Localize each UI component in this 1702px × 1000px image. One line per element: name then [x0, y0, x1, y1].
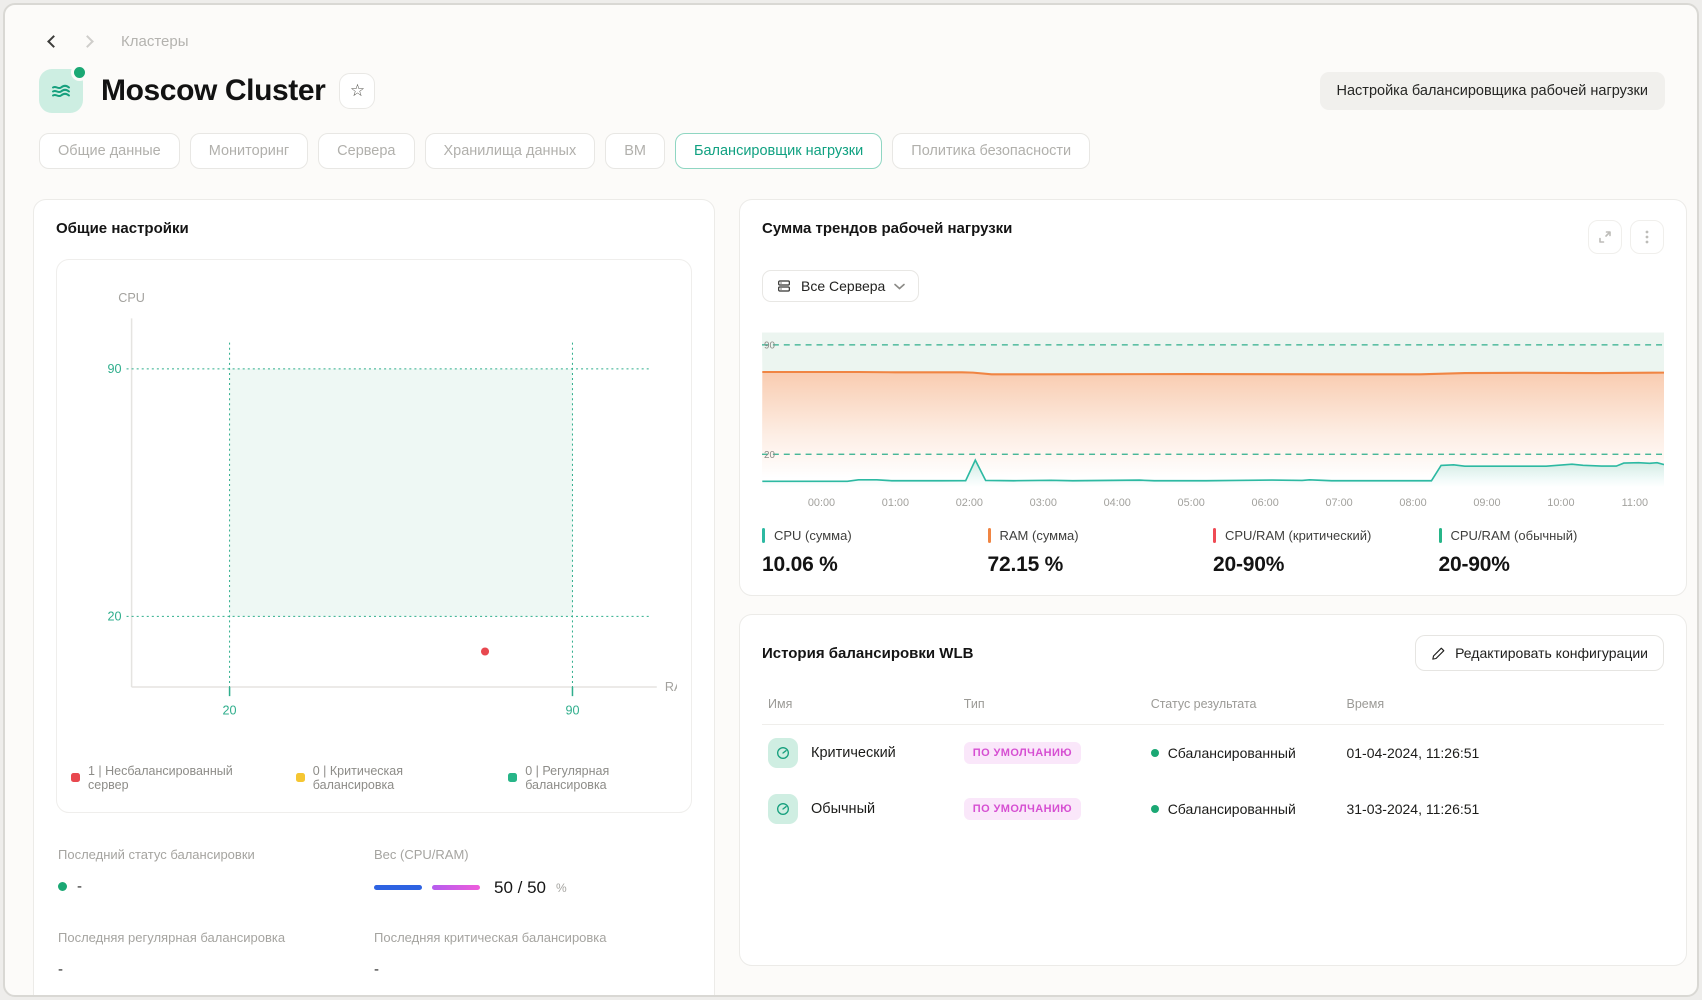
balance-scatter-chart: CPU RAM 20 90 20 90: [71, 278, 677, 749]
server-filter-value: Все Сервера: [801, 278, 885, 294]
tab-servers[interactable]: Сервера: [318, 133, 414, 169]
kebab-menu-icon: [1640, 229, 1654, 245]
legend-critical: 0 | Критическая балансировка: [296, 764, 470, 792]
tab-monitoring[interactable]: Мониторинг: [190, 133, 308, 169]
scatter-legend: 1 | Несбалансированный сервер 0 | Критич…: [71, 764, 677, 792]
balance-scatter-card: CPU RAM 20 90 20 90 1 | Несбалансированный …: [56, 259, 692, 813]
trend-stats: CPU (сумма) 10.06 % RAM (сумма) 72.15 % …: [762, 528, 1664, 577]
svg-text:90: 90: [107, 362, 121, 376]
general-settings-panel: Общие настройки CPU RAM 20 90 20 90 1 | Нес…: [33, 199, 715, 997]
ram-stat-swatch: [988, 528, 991, 543]
type-badge: ПО УМОЛЧАНИЮ: [964, 742, 1081, 764]
green-status-dot: [58, 882, 67, 891]
back-arrow-icon[interactable]: [43, 31, 63, 51]
forward-arrow-icon[interactable]: [77, 31, 97, 51]
svg-text:20: 20: [764, 450, 775, 461]
wlb-history-panel: История балансировки WLB Редактировать к…: [739, 614, 1687, 966]
field-last-regular-balance: Последняя регулярная балансировка -: [58, 930, 374, 978]
svg-text:05:00: 05:00: [1178, 497, 1205, 509]
field-weight: Вес (CPU/RAM) 50 / 50 %: [374, 847, 690, 898]
svg-text:10:00: 10:00: [1547, 497, 1574, 509]
page-title: Moscow Cluster: [101, 74, 325, 108]
history-title: История балансировки WLB: [762, 645, 973, 662]
app-window: Кластеры Moscow Cluster ☆ Настройка бала…: [3, 3, 1699, 997]
tab-load-balancer[interactable]: Балансировщик нагрузки: [675, 133, 882, 169]
gauge-icon: [768, 794, 798, 824]
tab-security-policy[interactable]: Политика безопасности: [892, 133, 1090, 169]
svg-text:20: 20: [223, 703, 237, 717]
svg-text:11:00: 11:00: [1622, 497, 1648, 509]
legend-green-swatch: [508, 773, 517, 782]
svg-text:06:00: 06:00: [1252, 497, 1279, 509]
favorite-button[interactable]: ☆: [339, 73, 375, 109]
pencil-icon: [1431, 646, 1446, 661]
stat-ram-sum: RAM (сумма) 72.15 %: [988, 528, 1214, 577]
tab-vm[interactable]: ВМ: [605, 133, 665, 169]
breadcrumb-clusters[interactable]: Кластеры: [121, 33, 189, 50]
workload-trends-chart: 20 90 00:00 01:00 02:00 03:00 04:00 05:00 06:00 0…: [762, 316, 1664, 512]
ram-weight-bar: [432, 885, 480, 890]
balanced-dot: [1151, 749, 1159, 757]
scatter-ylabel: CPU: [118, 291, 145, 305]
table-row[interactable]: Критический ПО УМОЛЧАНИЮ Сбалансированны…: [762, 725, 1664, 781]
more-options-button[interactable]: [1630, 220, 1664, 254]
svg-text:07:00: 07:00: [1325, 497, 1352, 509]
legend-regular: 0 | Регулярная балансировка: [508, 764, 677, 792]
expand-button[interactable]: [1588, 220, 1622, 254]
cluster-icon: [39, 69, 83, 113]
tab-general-data[interactable]: Общие данные: [39, 133, 180, 169]
svg-text:00:00: 00:00: [808, 497, 835, 509]
chevron-down-icon: [894, 283, 905, 290]
svg-text:03:00: 03:00: [1030, 497, 1057, 509]
layers-icon: [49, 79, 73, 103]
history-table: Имя Тип Статус результата Время: [762, 697, 1664, 837]
svg-text:09:00: 09:00: [1473, 497, 1500, 509]
upper-band-area: [762, 333, 1664, 375]
normal-stat-swatch: [1439, 528, 1442, 543]
balanced-dot: [1151, 805, 1159, 813]
field-last-balance-status: Последний статус балансировки -: [58, 847, 374, 898]
legend-unbalanced: 1 | Несбалансированный сервер: [71, 764, 258, 792]
field-last-critical-balance: Последняя критическая балансировка -: [374, 930, 690, 978]
tab-storage[interactable]: Хранилища данных: [425, 133, 596, 169]
stat-normal-range: CPU/RAM (обычный) 20-90%: [1439, 528, 1665, 577]
server-filter-dropdown[interactable]: Все Сервера: [762, 270, 919, 302]
expand-icon: [1597, 229, 1613, 245]
server-icon: [776, 278, 792, 294]
table-row[interactable]: Обычный ПО УМОЛЧАНИЮ Сбалансированный 31…: [762, 781, 1664, 837]
balancer-settings-button[interactable]: Настройка балансировщика рабочей нагрузк…: [1320, 72, 1665, 110]
breadcrumb: Кластеры: [5, 5, 1697, 51]
star-icon: ☆: [350, 81, 365, 101]
svg-text:08:00: 08:00: [1399, 497, 1426, 509]
status-badge: [71, 64, 88, 81]
scatter-xlabel: RAM: [665, 680, 677, 694]
svg-text:04:00: 04:00: [1104, 497, 1131, 509]
gauge-icon: [768, 738, 798, 768]
table-header: Имя Тип Статус результата Время: [762, 697, 1664, 725]
stat-cpu-sum: CPU (сумма) 10.06 %: [762, 528, 988, 577]
svg-text:01:00: 01:00: [882, 497, 909, 509]
cpu-stat-swatch: [762, 528, 765, 543]
legend-red-swatch: [71, 773, 80, 782]
edit-config-button[interactable]: Редактировать конфигурации: [1415, 635, 1664, 671]
svg-text:02:00: 02:00: [956, 497, 983, 509]
trends-title: Сумма трендов рабочей нагрузки: [762, 220, 1012, 237]
svg-text:90: 90: [764, 340, 775, 351]
workload-trends-panel: Сумма трендов рабочей нагрузки: [739, 199, 1687, 596]
page-header: Moscow Cluster ☆ Настройка балансировщик…: [5, 69, 1697, 113]
tab-bar: Общие данные Мониторинг Сервера Хранилищ…: [5, 133, 1697, 169]
cpu-weight-bar: [374, 885, 422, 890]
legend-yellow-swatch: [296, 773, 305, 782]
stat-critical-range: CPU/RAM (критический) 20-90%: [1213, 528, 1439, 577]
svg-text:20: 20: [107, 609, 121, 623]
general-settings-title: Общие настройки: [56, 220, 692, 237]
type-badge: ПО УМОЛЧАНИЮ: [964, 798, 1081, 820]
svg-text:90: 90: [565, 703, 579, 717]
general-fields: Последний статус балансировки - Вес (CPU…: [56, 847, 692, 997]
critical-stat-swatch: [1213, 528, 1216, 543]
